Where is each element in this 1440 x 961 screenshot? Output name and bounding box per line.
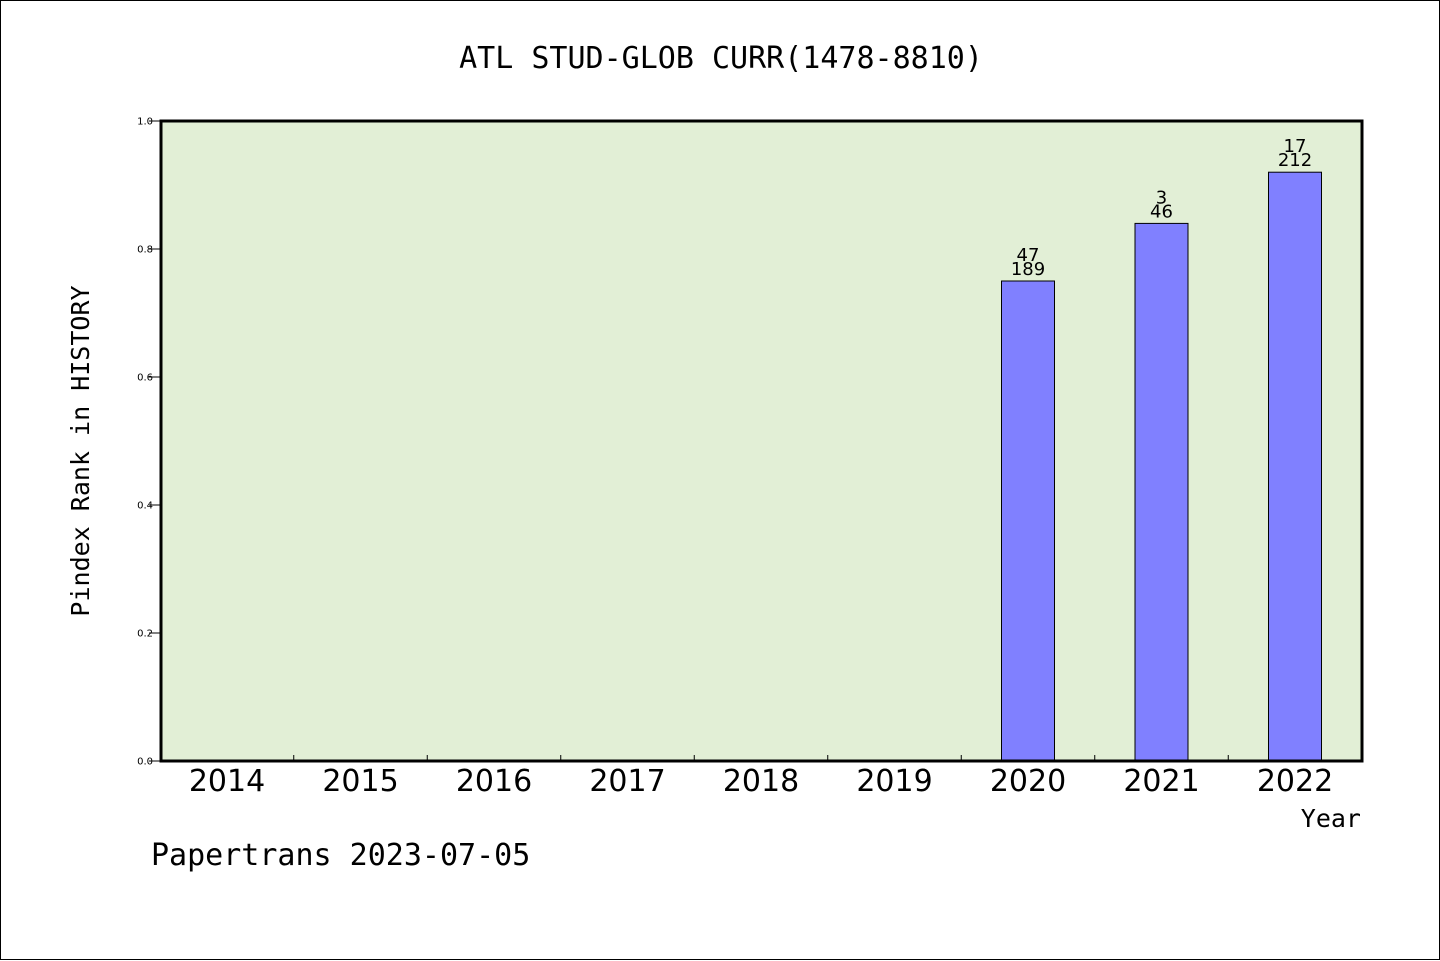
- bar-label-top: 17: [1284, 136, 1307, 157]
- x-axis: 2014 2015 2016 2017 2018 2019 2020 2021 2022: [189, 755, 1333, 799]
- x-tick-label: 2021: [1123, 764, 1199, 799]
- plot-border: [159, 119, 1364, 763]
- y-axis-label: Pindex Rank in HISTORY: [66, 285, 95, 616]
- x-tick-label: 2017: [589, 764, 665, 799]
- x-axis-label: Year: [1301, 804, 1361, 833]
- x-tick-label: 2022: [1257, 764, 1333, 799]
- bar-label-top: 3: [1156, 187, 1167, 208]
- bar-label-top: 47: [1017, 245, 1040, 266]
- x-tick-label: 2019: [856, 764, 932, 799]
- y-axis: 0.0 0.2 0.4 0.6 0.8 1.0: [137, 117, 161, 768]
- bar-label-bottom: 46: [1150, 201, 1173, 222]
- x-tick-label: 2016: [456, 764, 532, 799]
- y-tick-label: 0.4: [137, 501, 153, 512]
- x-tick-label: 2020: [990, 764, 1066, 799]
- bar-label-bottom: 189: [1011, 259, 1045, 280]
- x-tick-label: 2018: [723, 764, 799, 799]
- chart-title: ATL STUD-GLOB CURR(1478-8810): [459, 41, 983, 76]
- y-tick-label: 1.0: [137, 117, 153, 128]
- y-tick-label: 0.2: [137, 629, 153, 640]
- y-tick-label: 0.8: [137, 245, 153, 256]
- x-tick-label: 2015: [322, 764, 398, 799]
- y-tick-label: 0.0: [137, 757, 153, 768]
- bar: [1134, 222, 1189, 762]
- bar-label-bottom: 212: [1278, 150, 1312, 171]
- x-tick-label: 2014: [189, 764, 265, 799]
- footer-credit: Papertrans 2023-07-05: [151, 838, 530, 873]
- bar: [1001, 280, 1055, 762]
- y-tick-label: 0.6: [137, 373, 153, 384]
- bar: [1268, 171, 1322, 762]
